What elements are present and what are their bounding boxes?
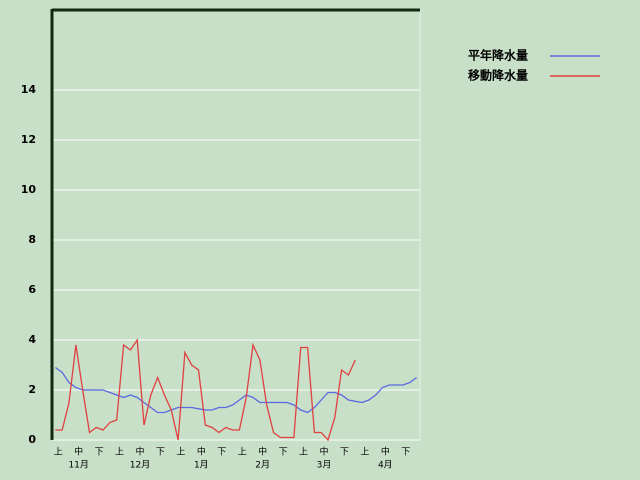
y-tick-label: 14 [21,83,37,96]
x-tick-label: 中 [319,446,328,458]
y-tick-label: 6 [28,283,36,296]
x-tick-label: 上 [238,447,247,458]
x-tick-label: 下 [340,448,349,458]
x-tick-label: 上 [360,447,369,458]
x-tick-label: 下 [401,448,410,458]
month-label: 2月 [255,460,270,471]
y-tick-label: 12 [21,133,36,146]
x-tick-label: 上 [54,447,63,458]
x-tick-label: 下 [217,448,226,458]
month-label: 11月 [68,460,88,471]
legend-label: 平年降水量 [468,48,528,63]
x-tick-label: 中 [381,446,390,458]
y-tick-label: 10 [21,183,37,196]
x-tick-label: 上 [115,447,124,458]
y-tick-label: 4 [28,333,36,346]
series-line [55,366,417,414]
x-tick-label: 上 [299,447,308,458]
series-line [55,338,356,442]
x-tick-label: 中 [135,446,144,458]
month-label: 12月 [130,460,150,471]
y-tick-label: 8 [28,233,36,246]
x-tick-label: 上 [176,447,185,458]
y-tick-label: 2 [28,383,36,396]
legend-label: 移動降水量 [468,68,528,83]
x-tick-label: 中 [74,446,83,458]
y-tick-label: 0 [28,433,36,446]
x-tick-label: 中 [258,446,267,458]
x-tick-label: 中 [197,446,206,458]
month-label: 3月 [317,460,332,471]
month-label: 4月 [378,460,393,471]
x-tick-label: 下 [279,448,288,458]
x-tick-label: 下 [156,448,165,458]
x-tick-label: 下 [95,448,104,458]
month-label: 1月 [194,460,209,471]
